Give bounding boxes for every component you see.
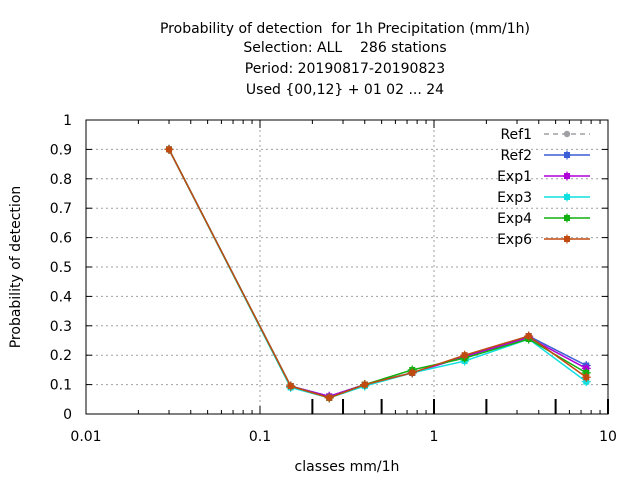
y-tick-label: 0.6 — [50, 231, 72, 247]
data-point — [563, 130, 571, 138]
legend-item-exp3: Exp3 — [497, 190, 590, 206]
y-tick-label: 0.1 — [50, 378, 72, 394]
legend: Ref1 Ref2 Exp1 Exp3 Exp4 Exp6 — [497, 127, 590, 248]
y-tick-label: 0.4 — [50, 289, 72, 305]
series-line — [168, 149, 587, 399]
grid-lines — [86, 120, 608, 414]
chart-title-line-1: Probability of detection for 1h Precipit… — [159, 21, 530, 37]
chart-title-line-3: Period: 20190817-20190823 — [244, 61, 446, 77]
legend-item-ref1: Ref1 — [500, 127, 590, 143]
x-tick-label: 1 — [430, 429, 439, 445]
x-axis-label: classes mm/1h — [295, 459, 400, 475]
chart-title-line-2: Selection: ALL 286 stations — [243, 40, 447, 56]
axis-ticks: 0 0.1 0.2 0.3 0.4 0.5 0.6 0.7 0.8 0.9 1 0.01 0.1 1 10 — [50, 113, 617, 445]
y-tick-label: 0.9 — [50, 142, 72, 158]
y-axis-label: Probability of detection — [8, 186, 24, 349]
legend-label: Exp4 — [497, 211, 532, 227]
y-tick-label: 0 — [63, 407, 72, 423]
series-line — [168, 149, 587, 399]
y-tick-label: 0.7 — [50, 201, 72, 217]
legend-item-ref2: Ref2 — [500, 148, 590, 164]
class-markers — [311, 399, 609, 414]
legend-label: Exp1 — [497, 169, 532, 185]
y-tick-label: 0.5 — [50, 260, 72, 276]
y-tick-label: 0.3 — [50, 319, 72, 335]
x-tick-label: 0.01 — [70, 429, 101, 445]
legend-label: Exp6 — [497, 232, 532, 248]
y-tick-label: 0.2 — [50, 348, 72, 364]
legend-item-exp1: Exp1 — [497, 169, 590, 185]
x-tick-label: 0.1 — [249, 429, 271, 445]
series-exp6 — [164, 144, 591, 403]
legend-label: Ref2 — [500, 148, 532, 164]
legend-label: Exp3 — [497, 190, 532, 206]
y-tick-label: 1 — [63, 113, 72, 129]
chart-title-line-4: Used {00,12} + 01 02 ... 24 — [245, 82, 445, 98]
series-lines — [164, 144, 591, 403]
legend-item-exp4: Exp4 — [497, 211, 590, 227]
series-line — [168, 149, 587, 399]
y-tick-label: 0.8 — [50, 172, 72, 188]
x-tick-label: 10 — [599, 429, 617, 445]
legend-item-exp6: Exp6 — [497, 232, 590, 248]
legend-label: Ref1 — [500, 127, 532, 143]
